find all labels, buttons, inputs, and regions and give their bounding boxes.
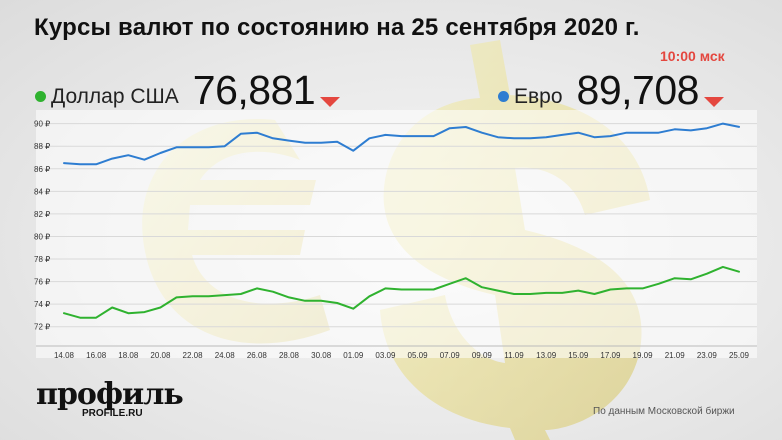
x-tick-label: 28.08 [279,351,300,360]
profile-logo: профиль PROFILE.RU [36,377,184,420]
x-tick-label: 14.08 [54,351,75,360]
series-line [63,122,740,166]
x-tick-label: 09.09 [472,351,493,360]
series-line [63,265,740,319]
legend-usd: Доллар США 76,881 [35,67,341,113]
y-tick-label: 84 ₽ [34,187,50,196]
x-tick-label: 05.09 [408,351,429,360]
x-tick-label: 07.09 [440,351,461,360]
legend-eur: Евро 89,708 [498,70,724,111]
eur-value: 89,708 [576,67,700,113]
logo-subtext: PROFILE.RU [82,408,143,419]
x-tick-label: 01.09 [343,351,364,360]
plot-area [36,110,757,358]
y-tick-label: 80 ₽ [34,232,50,241]
x-tick-label: 23.09 [697,351,718,360]
y-tick-label: 72 ₽ [34,323,50,332]
x-tick-label: 26.08 [247,351,268,360]
x-tick-label: 13.09 [536,351,557,360]
eur-dot-icon [498,91,509,102]
eur-name: Евро [514,85,563,108]
usd-dot-icon [35,91,46,102]
x-tick-label: 19.09 [633,351,654,360]
x-tick-label: 18.08 [118,351,139,360]
y-tick-label: 74 ₽ [34,300,50,309]
y-tick-label: 76 ₽ [34,278,50,287]
x-tick-label: 20.08 [150,351,171,360]
x-tick-label: 03.09 [375,351,396,360]
usd-name: Доллар США [51,85,179,108]
usd-value: 76,881 [192,67,316,113]
x-tick-label: 25.09 [729,351,750,360]
page-title: Курсы валют по состоянию на 25 сентября … [34,14,640,41]
x-tick-label: 22.08 [183,351,204,360]
x-tick-label: 24.08 [215,351,236,360]
y-tick-label: 88 ₽ [34,142,50,151]
y-tick-label: 86 ₽ [34,165,50,174]
x-tick-label: 16.08 [86,351,107,360]
usd-down-arrow-icon [320,97,341,107]
eur-down-arrow-icon [703,97,724,107]
y-tick-label: 78 ₽ [34,255,50,264]
x-tick-label: 15.09 [568,351,589,360]
x-tick-label: 11.09 [504,351,524,360]
x-tick-label: 17.09 [600,351,621,360]
x-tick-label: 30.08 [311,351,332,360]
y-tick-label: 90 ₽ [34,120,50,129]
time-label: 10:00 мск [660,48,725,64]
y-tick-label: 82 ₽ [34,210,50,219]
x-tick-label: 21.09 [665,351,686,360]
source-note: По данным Московской биржи [593,406,735,417]
logo-text: профиль [36,377,184,412]
